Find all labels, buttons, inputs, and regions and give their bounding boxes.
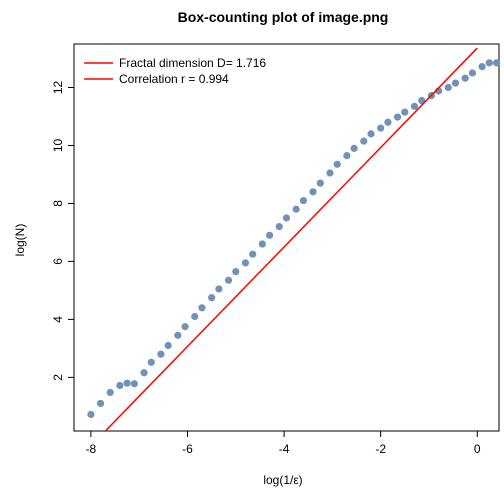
data-point [333, 160, 341, 168]
y-tick-label: 10 [51, 138, 65, 152]
data-point [164, 341, 172, 350]
x-tick-label: -8 [86, 442, 97, 456]
y-tick-label: 8 [51, 200, 65, 207]
data-point [492, 59, 501, 67]
data-point [174, 331, 182, 339]
y-tick-label: 6 [51, 258, 65, 265]
legend: Fractal dimension D= 1.716 Correlation r… [84, 56, 266, 86]
chart-title: Box-counting plot of image.png [178, 9, 389, 25]
data-point [215, 285, 223, 293]
data-point [485, 59, 493, 67]
data-point [147, 358, 155, 366]
data-point [316, 179, 324, 187]
data-point [367, 130, 375, 138]
data-point [232, 267, 240, 276]
y-tick-label: 2 [51, 374, 65, 381]
data-point [326, 169, 334, 177]
data-point [208, 294, 216, 302]
data-point [309, 188, 317, 196]
data-points [87, 59, 501, 419]
fit-line-group [104, 47, 478, 431]
y-tick-label: 4 [51, 316, 65, 323]
data-point [377, 124, 385, 132]
y-tick-label: 12 [51, 80, 65, 94]
data-point [282, 214, 291, 222]
data-point [249, 250, 257, 258]
data-point [401, 108, 409, 116]
y-axis: 2 4 6 8 10 12 [51, 80, 74, 381]
x-axis: -8 -6 -4 -2 0 [86, 431, 481, 456]
data-point [292, 205, 300, 213]
data-point [275, 223, 283, 231]
data-point [350, 144, 358, 152]
data-point [96, 399, 105, 408]
data-point [410, 102, 419, 110]
fit-line [104, 47, 478, 431]
data-point [384, 118, 392, 126]
data-point [343, 152, 351, 160]
legend-dimension: Fractal dimension D= 1.716 [119, 56, 266, 70]
data-point [191, 312, 199, 321]
data-point [451, 79, 460, 87]
data-point [258, 240, 266, 248]
data-point [444, 83, 452, 92]
data-point [123, 379, 131, 387]
data-point [393, 113, 402, 121]
x-axis-label: log(1/ε) [263, 473, 302, 487]
data-point [181, 323, 189, 331]
y-axis-label: log(N) [13, 224, 27, 257]
x-tick-label: -2 [375, 442, 386, 456]
data-point [130, 380, 138, 388]
data-point [360, 137, 368, 145]
data-point [116, 381, 124, 390]
data-point [198, 304, 206, 312]
x-tick-label: -6 [182, 442, 193, 456]
x-tick-label: 0 [474, 442, 481, 456]
legend-correlation: Correlation r = 0.994 [119, 72, 229, 86]
data-point [241, 259, 250, 267]
data-point [87, 410, 95, 419]
data-point [299, 196, 308, 205]
data-point [265, 231, 274, 239]
data-point [140, 369, 148, 377]
data-point [157, 350, 165, 358]
plot-frame [73, 43, 500, 432]
data-point [468, 69, 477, 77]
data-point [461, 74, 469, 82]
data-point [478, 63, 486, 71]
x-tick-label: -4 [279, 442, 290, 456]
data-point [106, 388, 114, 397]
data-point [224, 276, 233, 284]
